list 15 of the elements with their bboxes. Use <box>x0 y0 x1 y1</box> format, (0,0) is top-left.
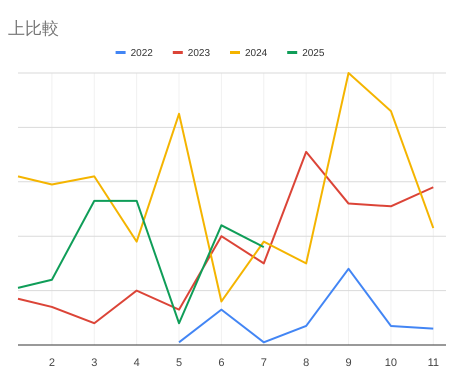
x-tick-label: 5 <box>176 357 182 369</box>
x-tick-label: 11 <box>428 357 439 369</box>
legend-label: 2025 <box>302 48 325 59</box>
chart-title: 上比較 <box>8 19 59 38</box>
x-tick-label: 6 <box>218 357 224 369</box>
x-tick-label: 10 <box>384 357 398 369</box>
legend-label: 2022 <box>130 48 154 59</box>
x-tick-label: 9 <box>345 357 352 369</box>
x-tick-label: 4 <box>134 357 140 369</box>
legend-label: 2023 <box>188 48 210 59</box>
x-tick-label: 8 <box>303 357 310 369</box>
x-tick-label: 3 <box>91 357 98 369</box>
x-tick-label: 2 <box>48 357 55 369</box>
x-tick-label: 7 <box>260 357 267 369</box>
legend-label: 2024 <box>245 48 268 59</box>
